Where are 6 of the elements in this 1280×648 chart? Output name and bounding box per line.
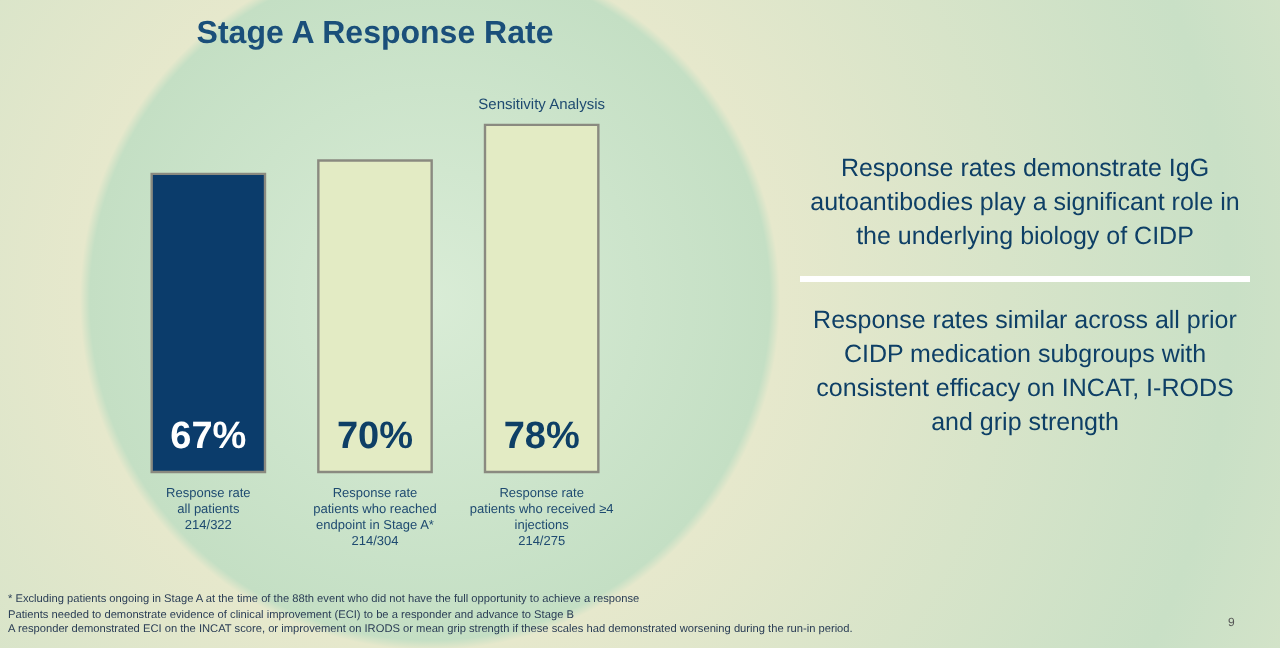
data-label: 67% (170, 416, 247, 458)
data-label: 78% (503, 416, 580, 458)
text: Response rates similar across all prior CIDP medication subgroups with consistent efficacy on INCAT, I-RODS and grip strength (811, 304, 1239, 440)
chart-title: Stage A Response Rate (196, 16, 554, 51)
data-label: 70% (336, 416, 414, 458)
text: Response rates demonstrate IgG autoantibodies play a significant role in the underlying biology of CIDP (808, 152, 1242, 254)
